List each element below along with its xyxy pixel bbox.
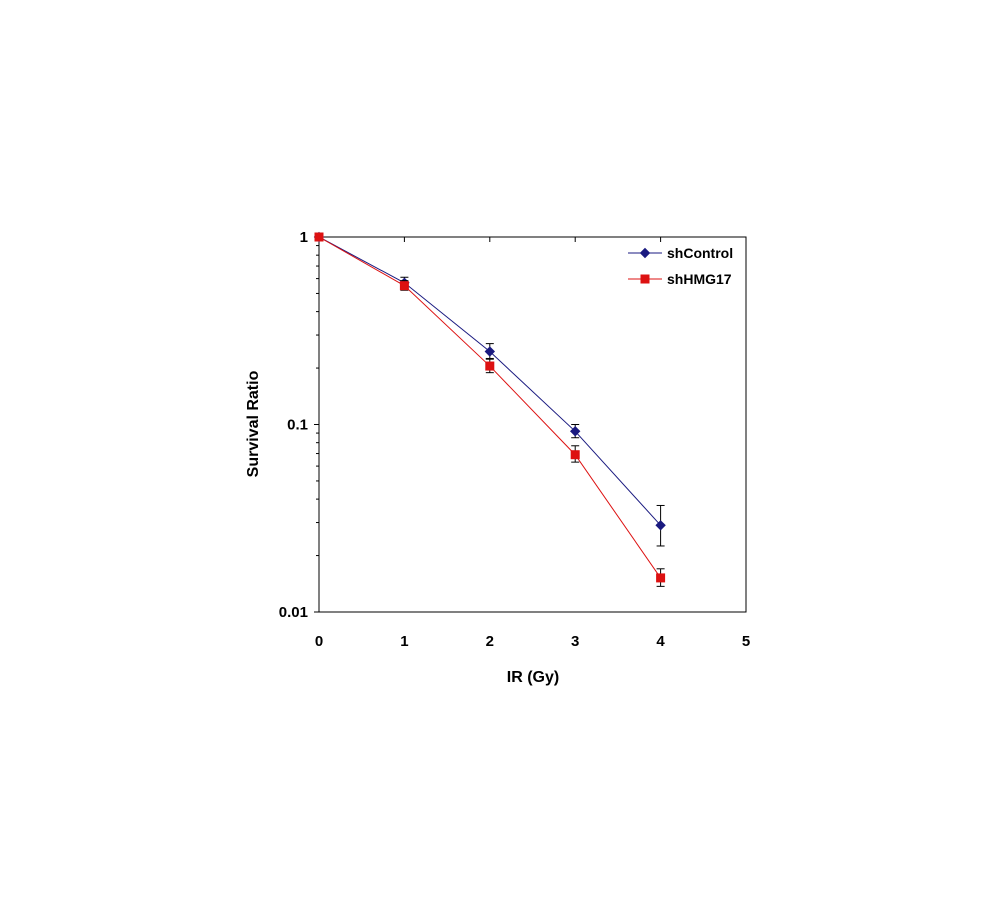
data-point [657,574,665,582]
y-tick-label: 1 [300,229,308,246]
legend-item-shControl: shControl [628,245,733,261]
x-tick-label: 3 [571,633,579,650]
legend-marker [641,275,649,283]
legend-item-shHMG17: shHMG17 [628,271,732,287]
x-tick-label: 0 [315,633,323,650]
plot-area [319,237,746,612]
data-point [400,282,408,290]
x-tick-label: 5 [742,633,750,650]
data-point [486,362,494,370]
x-tick-label: 4 [656,633,665,650]
x-axis-title: IR (Gy) [507,669,559,686]
y-axis: 0.01 0.1 1 [279,229,319,621]
y-tick-label: 0.01 [279,604,308,621]
legend-marker [641,249,650,258]
y-axis-title: Survival Ratio [245,370,262,477]
legend-label: shHMG17 [667,271,732,287]
x-tick-label: 2 [486,633,494,650]
plot-frame [319,237,746,612]
data-point [571,451,579,459]
legend-label: shControl [667,245,733,261]
series-shHMG17 [315,233,665,586]
data-point [315,233,323,241]
series-layer [315,233,666,587]
series-line [319,237,661,578]
series-line [319,237,661,525]
y-tick-label: 0.1 [287,417,308,434]
x-axis: 0 1 2 3 4 5 [315,237,750,650]
series-shControl [315,233,666,546]
x-tick-label: 1 [400,633,408,650]
legend: shControl shHMG17 [628,245,733,287]
